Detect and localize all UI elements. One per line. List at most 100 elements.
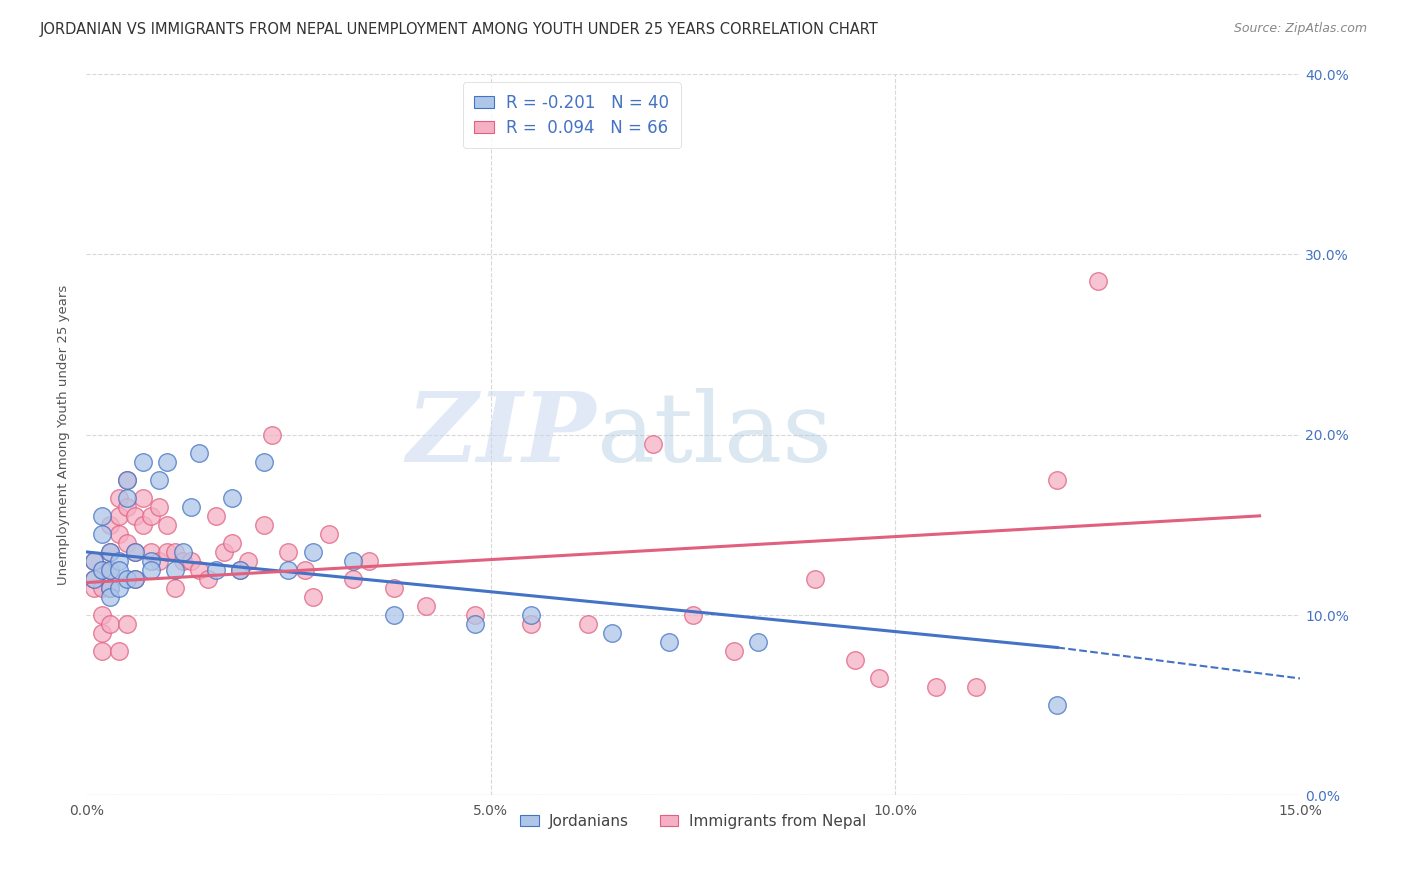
Point <box>658 635 681 649</box>
Text: ZIP: ZIP <box>406 388 596 482</box>
Point <box>188 563 211 577</box>
Point <box>197 572 219 586</box>
Point <box>576 617 599 632</box>
Text: JORDANIAN VS IMMIGRANTS FROM NEPAL UNEMPLOYMENT AMONG YOUTH UNDER 25 YEARS CORRE: JORDANIAN VS IMMIGRANTS FROM NEPAL UNEMP… <box>39 22 879 37</box>
Point <box>115 473 138 487</box>
Point <box>100 517 122 532</box>
Point <box>1087 274 1109 288</box>
Point <box>342 554 364 568</box>
Point <box>180 554 202 568</box>
Point <box>91 527 114 541</box>
Text: atlas: atlas <box>596 388 832 482</box>
Point <box>359 554 381 568</box>
Point <box>520 608 543 623</box>
Point <box>124 508 146 523</box>
Point <box>277 545 299 559</box>
Point <box>148 500 170 514</box>
Point <box>115 536 138 550</box>
Point <box>221 536 243 550</box>
Point <box>682 608 704 623</box>
Point <box>83 572 105 586</box>
Point <box>83 572 105 586</box>
Point <box>165 545 187 559</box>
Point <box>318 527 340 541</box>
Point <box>844 653 866 667</box>
Point <box>115 491 138 505</box>
Point <box>301 545 323 559</box>
Point <box>212 545 235 559</box>
Point <box>91 608 114 623</box>
Point <box>91 644 114 658</box>
Point <box>107 581 129 595</box>
Point <box>132 455 155 469</box>
Point <box>100 617 122 632</box>
Point <box>382 581 405 595</box>
Point <box>100 590 122 604</box>
Point <box>188 446 211 460</box>
Point <box>91 581 114 595</box>
Point <box>277 563 299 577</box>
Point <box>91 508 114 523</box>
Point <box>100 581 122 595</box>
Point <box>100 581 122 595</box>
Point <box>124 545 146 559</box>
Point <box>91 626 114 640</box>
Point <box>803 572 825 586</box>
Point <box>221 491 243 505</box>
Point <box>115 500 138 514</box>
Point <box>139 554 162 568</box>
Point <box>1046 698 1069 713</box>
Point <box>229 563 252 577</box>
Point <box>464 617 486 632</box>
Point <box>107 508 129 523</box>
Point <box>115 572 138 586</box>
Point <box>723 644 745 658</box>
Point <box>83 554 105 568</box>
Point <box>139 508 162 523</box>
Point <box>132 491 155 505</box>
Point <box>294 563 316 577</box>
Point <box>1046 473 1069 487</box>
Point <box>148 554 170 568</box>
Point <box>139 545 162 559</box>
Point <box>156 545 179 559</box>
Point <box>100 545 122 559</box>
Point <box>925 680 948 694</box>
Point <box>83 554 105 568</box>
Point <box>148 473 170 487</box>
Point <box>124 572 146 586</box>
Point <box>115 617 138 632</box>
Y-axis label: Unemployment Among Youth under 25 years: Unemployment Among Youth under 25 years <box>58 285 70 585</box>
Point <box>600 626 623 640</box>
Point <box>415 599 437 613</box>
Point <box>262 427 284 442</box>
Point <box>180 500 202 514</box>
Point <box>382 608 405 623</box>
Point <box>107 527 129 541</box>
Point <box>641 436 664 450</box>
Legend: Jordanians, Immigrants from Nepal: Jordanians, Immigrants from Nepal <box>515 807 872 835</box>
Point <box>165 581 187 595</box>
Point <box>204 563 226 577</box>
Point <box>253 517 276 532</box>
Point <box>868 671 890 685</box>
Point <box>107 491 129 505</box>
Point <box>965 680 987 694</box>
Point <box>520 617 543 632</box>
Point <box>236 554 259 568</box>
Point <box>464 608 486 623</box>
Point <box>91 563 114 577</box>
Point <box>107 644 129 658</box>
Point <box>172 545 194 559</box>
Point <box>747 635 769 649</box>
Point <box>156 455 179 469</box>
Point <box>139 563 162 577</box>
Point <box>115 473 138 487</box>
Point <box>172 554 194 568</box>
Point <box>100 563 122 577</box>
Point <box>204 508 226 523</box>
Point <box>165 563 187 577</box>
Point <box>132 517 155 532</box>
Point <box>107 563 129 577</box>
Point <box>124 572 146 586</box>
